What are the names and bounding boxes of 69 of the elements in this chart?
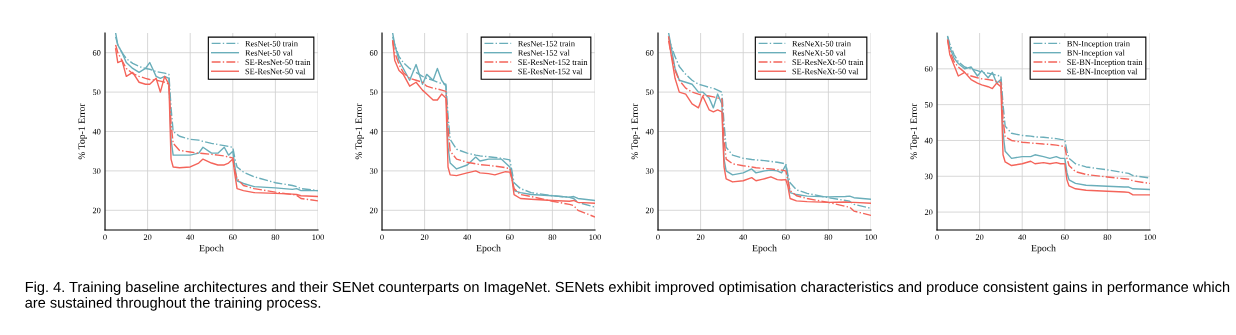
x-tick-label: 60 — [1060, 234, 1069, 241]
y-tick-label: 20 — [645, 207, 654, 214]
legend-label: SE-ResNet-50 val — [245, 68, 306, 75]
y-axis-title: % Top-1 Error — [910, 103, 919, 160]
x-tick-label: 0 — [103, 234, 107, 241]
y-tick-label: 40 — [645, 128, 654, 135]
legend-label: ResNet-50 val — [245, 49, 293, 56]
x-tick-label: 0 — [656, 234, 660, 241]
legend-label: SE-ResNet-152 train — [518, 59, 588, 65]
x-tick-label: 40 — [1018, 234, 1027, 241]
legend-label: ResNeXt-50 train — [792, 40, 851, 47]
legend-label: SE-BN-Inception val — [1067, 68, 1138, 76]
y-tick-label: 40 — [92, 128, 101, 135]
y-tick-label: 20 — [924, 209, 933, 216]
legend-label: SE-ResNet-152 val — [518, 68, 583, 75]
x-axis-title: Epoch — [752, 244, 777, 254]
x-tick-label: 20 — [696, 234, 705, 241]
legend-label: ResNet-152 train — [518, 40, 575, 47]
x-axis-title: Epoch — [1031, 244, 1056, 254]
y-tick-label: 50 — [645, 89, 654, 96]
legend-label: SE-BN-Inception train — [1067, 59, 1143, 67]
y-tick-label: 30 — [924, 173, 933, 180]
x-tick-label: 0 — [935, 234, 939, 241]
x-tick-label: 100 — [865, 234, 877, 241]
x-tick-label: 40 — [463, 234, 472, 241]
y-tick-label: 30 — [645, 168, 654, 174]
legend-label: ResNet-152 val — [518, 49, 570, 56]
x-tick-label: 20 — [975, 234, 984, 241]
y-tick-label: 40 — [924, 137, 933, 144]
legend-label: SE-ResNeXt-50 val — [792, 68, 859, 75]
legend-label: ResNet-50 train — [245, 40, 298, 47]
x-tick-label: 40 — [186, 234, 195, 241]
legend-label: SE-ResNeXt-50 train — [792, 59, 864, 65]
y-tick-label: 30 — [92, 168, 101, 174]
x-tick-label: 80 — [271, 234, 280, 241]
y-tick-label: 20 — [369, 207, 378, 214]
y-tick-label: 60 — [92, 50, 101, 56]
x-tick-label: 60 — [228, 234, 237, 241]
y-tick-label: 60 — [645, 50, 654, 56]
caption: Fig. 4. Training baseline architectures and their SENet counterparts on ImageNet. SENets exhibit improved optimisation characteristics and produce consistent gains in performance which are sustained throughout the training process. — [25, 281, 1230, 311]
legend-label: BN-Inception train — [1067, 40, 1130, 49]
y-tick-label: 20 — [92, 207, 101, 214]
x-axis-title: Epoch — [476, 244, 501, 254]
y-tick-label: 40 — [369, 128, 378, 135]
x-tick-label: 100 — [312, 234, 324, 241]
y-axis-title: % Top-1 Error — [631, 103, 640, 160]
x-tick-label: 80 — [1103, 234, 1112, 241]
x-tick-label: 60 — [505, 234, 514, 241]
x-tick-label: 80 — [548, 234, 557, 241]
x-tick-label: 40 — [739, 234, 748, 241]
y-tick-label: 50 — [369, 89, 378, 96]
x-tick-label: 0 — [380, 234, 384, 241]
x-tick-label: 100 — [1144, 234, 1156, 241]
legend-label: ResNeXt-50 val — [792, 49, 846, 56]
legend-label: SE-ResNet-50 train — [245, 59, 311, 65]
y-tick-label: 50 — [92, 89, 101, 96]
x-tick-label: 80 — [824, 234, 833, 241]
y-tick-label: 60 — [924, 66, 933, 72]
legend-label: BN-Inception val — [1067, 49, 1125, 58]
x-tick-label: 20 — [143, 234, 152, 241]
x-tick-label: 20 — [420, 234, 429, 241]
x-tick-label: 100 — [589, 234, 601, 241]
y-tick-label: 30 — [369, 168, 378, 174]
y-axis-title: % Top-1 Error — [78, 103, 87, 160]
x-axis-title: Epoch — [199, 244, 224, 254]
y-axis-title: % Top-1 Error — [355, 103, 364, 160]
y-tick-label: 60 — [369, 50, 378, 56]
y-tick-label: 50 — [924, 101, 933, 108]
x-tick-label: 60 — [781, 234, 790, 241]
